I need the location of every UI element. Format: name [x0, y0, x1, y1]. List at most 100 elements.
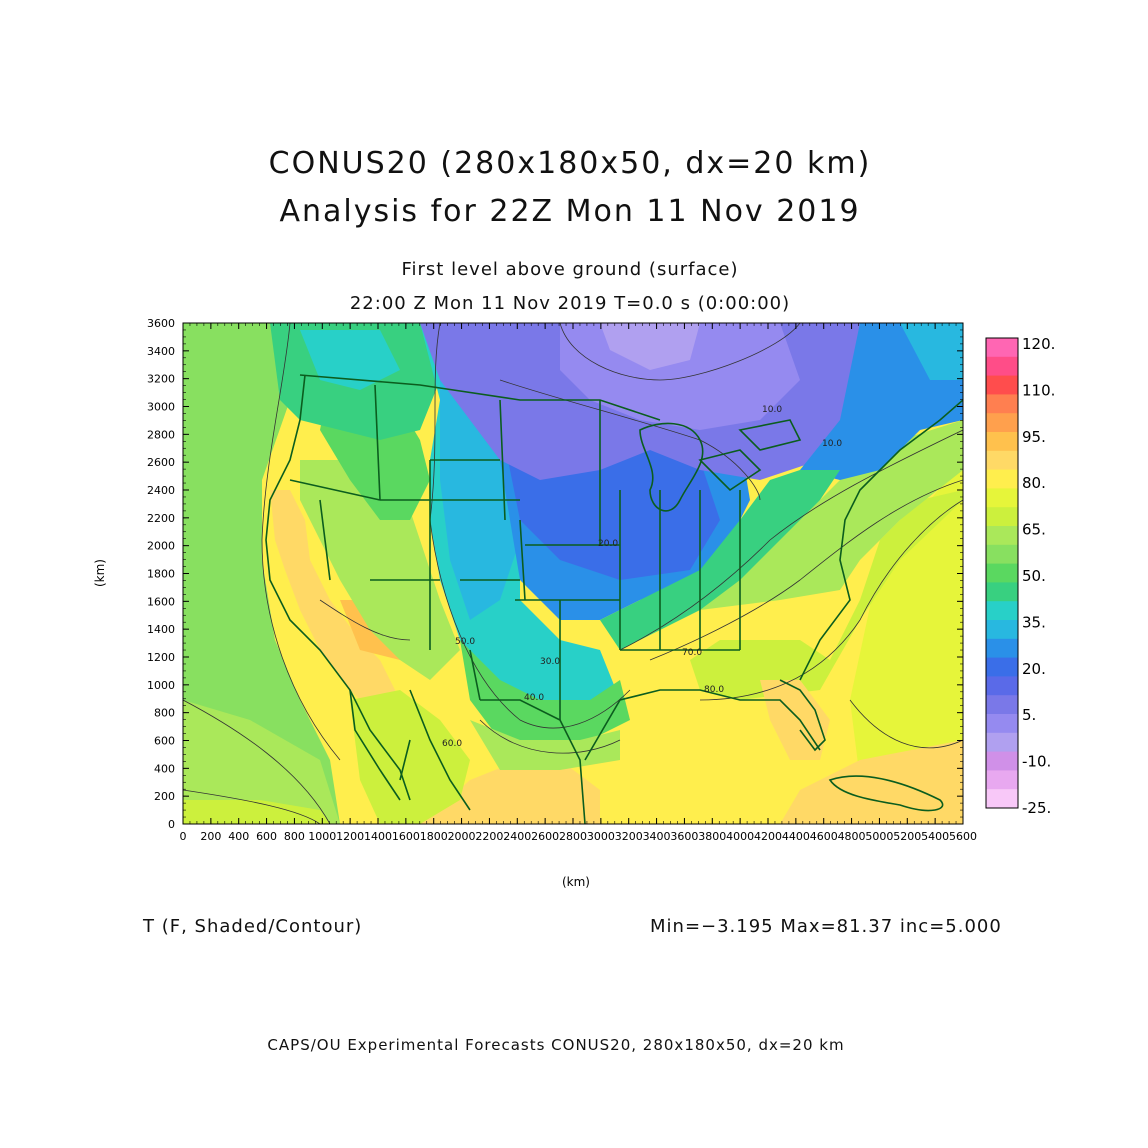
x-tick-label: 3000 — [587, 830, 615, 843]
x-tick-label: 2200 — [475, 830, 503, 843]
color-bar-label: 50. — [1022, 567, 1046, 585]
color-bar-segment — [986, 620, 1018, 640]
color-bar-segment — [986, 676, 1018, 696]
color-bar-segment — [986, 338, 1018, 358]
x-tick-label: 5000 — [865, 830, 893, 843]
x-tick-label: 4000 — [726, 830, 754, 843]
color-bar-segment — [986, 638, 1018, 659]
subtitle-level: First level above ground (surface) — [401, 259, 739, 280]
x-tick-label: 1400 — [364, 830, 392, 843]
color-bar-segment — [986, 751, 1018, 771]
y-tick-label: 1000 — [147, 679, 175, 692]
color-bar-segment — [986, 488, 1018, 508]
color-bar-segment — [986, 714, 1018, 734]
x-tick-label: 1000 — [308, 830, 336, 843]
x-tick-label: 2600 — [531, 830, 559, 843]
x-tick-label: 1200 — [336, 830, 364, 843]
y-tick-label: 3600 — [147, 317, 175, 330]
x-tick-label: 5200 — [893, 830, 921, 843]
color-bar-segment — [986, 450, 1018, 471]
x-tick-label: 400 — [228, 830, 249, 843]
color-bar-segment — [986, 770, 1018, 790]
title-line-2: Analysis for 22Z Mon 11 Nov 2019 — [279, 194, 861, 229]
color-bar-label: 110. — [1022, 381, 1055, 399]
y-axis-ticks: 0 200 400 600 800 1000 1200 1400 1600 1800 2000 220… — [147, 317, 963, 831]
footer-credit: CAPS/OU Experimental Forecasts CONUS20, … — [267, 1036, 845, 1054]
color-bar-segment — [986, 394, 1018, 414]
x-tick-label: 200 — [200, 830, 221, 843]
y-tick-label: 2800 — [147, 428, 175, 441]
contour-label: 10.0 — [822, 439, 842, 449]
color-bar-segment — [986, 657, 1018, 677]
color-bar — [985, 337, 1019, 809]
contour-label: 60.0 — [442, 739, 462, 749]
color-bar-label: -25. — [1022, 799, 1051, 817]
x-tick-label: 600 — [256, 830, 277, 843]
color-bar-segment — [986, 432, 1018, 452]
x-tick-label: 3200 — [615, 830, 643, 843]
x-tick-label: 4600 — [810, 830, 838, 843]
x-tick-label: 0 — [180, 830, 187, 843]
contour-label: 30.0 — [540, 657, 560, 667]
y-tick-label: 1600 — [147, 595, 175, 608]
x-tick-label: 3400 — [643, 830, 671, 843]
y-tick-label: 2600 — [147, 456, 175, 469]
x-tick-label: 5600 — [949, 830, 977, 843]
y-tick-label: 600 — [154, 735, 175, 748]
color-bar-segment — [986, 413, 1018, 433]
color-bar-label: 120. — [1022, 335, 1055, 353]
y-tick-label: 0 — [168, 818, 175, 831]
y-tick-label: 1800 — [147, 568, 175, 581]
contour-label: 20.0 — [598, 539, 618, 549]
y-tick-label: 2400 — [147, 484, 175, 497]
color-bar-segment — [986, 789, 1018, 809]
color-bar-segment — [986, 732, 1018, 753]
color-bar-segment — [986, 601, 1018, 621]
x-tick-label: 1800 — [420, 830, 448, 843]
color-bar-label: 65. — [1022, 521, 1046, 539]
x-tick-label: 3600 — [670, 830, 698, 843]
x-tick-label: 5400 — [921, 830, 949, 843]
color-bar-label: 80. — [1022, 474, 1046, 492]
x-tick-label: 800 — [284, 830, 305, 843]
color-bar-segment — [986, 695, 1018, 715]
contour-label: 80.0 — [704, 685, 724, 695]
contour-label: 40.0 — [524, 693, 544, 703]
contour-label: 70.0 — [682, 648, 702, 658]
temperature-shading — [183, 323, 963, 824]
y-tick-label: 3000 — [147, 401, 175, 414]
contour-labels: 10.0 10.0 20.0 30.0 40.0 50.0 60.0 70.0 80.0 — [442, 405, 842, 749]
color-bar-segment — [986, 356, 1018, 377]
x-tick-label: 4200 — [754, 830, 782, 843]
color-bar-segment — [986, 582, 1018, 602]
title-line-1: CONUS20 (280x180x50, dx=20 km) — [268, 146, 872, 181]
color-bar-label: 35. — [1022, 613, 1046, 631]
contour-label: 50.0 — [455, 637, 475, 647]
color-bar-segment — [986, 526, 1018, 546]
x-tick-label: 2000 — [448, 830, 476, 843]
color-bar-segment — [986, 563, 1018, 583]
color-bar-segment — [986, 507, 1018, 527]
x-tick-label: 1600 — [392, 830, 420, 843]
y-tick-label: 3200 — [147, 373, 175, 386]
subtitle-time: 22:00 Z Mon 11 Nov 2019 T=0.0 s (0:00:00… — [349, 293, 791, 314]
contour-label: 10.0 — [762, 405, 782, 415]
color-bar-segment — [986, 544, 1018, 565]
x-axis-ticks: 0 200 400 600 800 1000 1200 1400 1600 1800 2000 220… — [180, 323, 977, 843]
x-tick-label: 3800 — [698, 830, 726, 843]
field-stats: Min=−3.195 Max=81.37 inc=5.000 — [650, 916, 1002, 937]
color-bar-label: 5. — [1022, 706, 1036, 724]
color-bar-label: 95. — [1022, 428, 1046, 446]
y-tick-label: 3400 — [147, 345, 175, 358]
x-tick-label: 4800 — [838, 830, 866, 843]
color-bar-frame — [985, 337, 1019, 809]
y-axis-label: (km) — [93, 559, 107, 587]
color-bar-label: -10. — [1022, 753, 1051, 771]
isotherm-contours — [183, 323, 963, 824]
y-tick-label: 2200 — [147, 512, 175, 525]
y-tick-label: 1400 — [147, 623, 175, 636]
color-bar-segment — [986, 469, 1018, 489]
y-tick-label: 400 — [154, 762, 175, 775]
y-tick-label: 800 — [154, 707, 175, 720]
